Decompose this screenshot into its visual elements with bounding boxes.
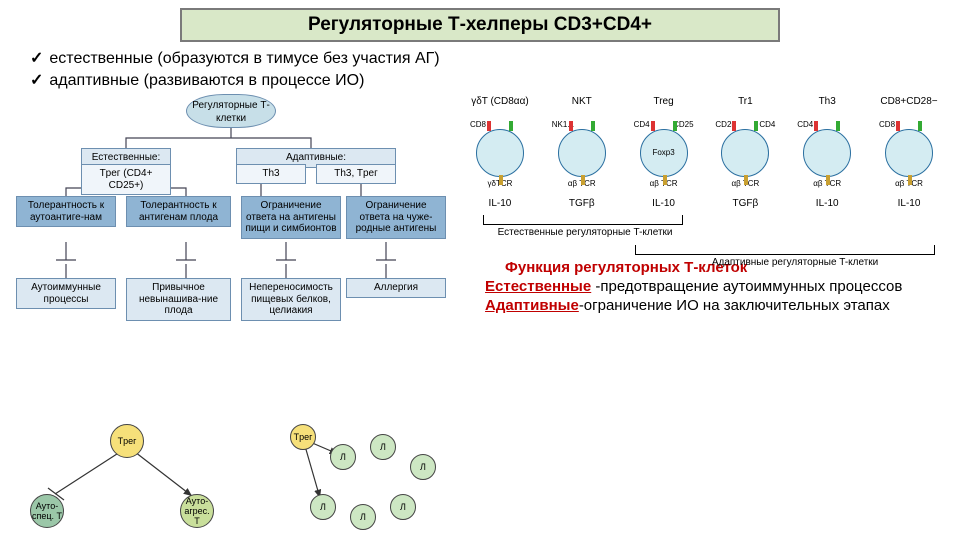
node-l3: Л xyxy=(410,454,436,480)
cell-CD8+CD28−: CD8+CD28− CD8 αβ TCR IL-10 xyxy=(873,96,945,209)
cell-Th3: Th3 CD4 αβ TCR IL-10 xyxy=(791,96,863,209)
cell-brackets: Естественные регуляторные T-клетки Адапт… xyxy=(455,215,954,243)
tree-natural-sub: Tрег (CD4+ CD25+) xyxy=(81,164,171,195)
node-tr: Tрег xyxy=(290,424,316,450)
tree-diagram: Регуляторные Т-клетки Естественные: Tрег… xyxy=(6,94,455,354)
bottom-diagram: TрегАуто-спец. TАуто-агрес. TTрегЛЛЛЛЛЛ xyxy=(20,424,440,544)
tree-l3-2: Ограничение ответа на антигены пищи и си… xyxy=(241,196,341,239)
cell-γδT (CD8αα): γδT (CD8αα) CD8 γδTCR IL-10 xyxy=(464,96,536,209)
tree-l4-2: Непереносимость пищевых белков, целиакия xyxy=(241,278,341,321)
bracket-natural: Естественные регуляторные T-клетки xyxy=(495,227,675,238)
node-auto2: Ауто-агрес. T xyxy=(180,494,214,528)
tree-l3-3: Ограничение ответа на чуже-родные антиге… xyxy=(346,196,446,239)
tree-l3-1: Толерантность к антигенам плода xyxy=(126,196,231,227)
tree-adaptive-sub1: Th3 xyxy=(236,164,306,184)
node-l5: Л xyxy=(350,504,376,530)
tree-l4-0: Аутоиммунные процессы xyxy=(16,278,116,309)
node-l4: Л xyxy=(310,494,336,520)
bracket-adaptive: Адаптивные регуляторные T-клетки xyxy=(685,257,905,268)
tree-l4-3: Аллергия xyxy=(346,278,446,298)
tree-adaptive-sub2: Th3, Tрег xyxy=(316,164,396,184)
tree-root: Регуляторные Т-клетки xyxy=(186,94,276,128)
node-l6: Л xyxy=(390,494,416,520)
cell-Tr1: Tr1 CD25CD4 αβ TCR TGFβ xyxy=(709,96,781,209)
cell-NKT: NKT NK1.1 αβ TCR TGFβ xyxy=(546,96,618,209)
bullet-list: ✓естественные (образуются в тимусе без у… xyxy=(30,48,960,90)
tree-l3-0: Толерантность к аутоантиге-нам xyxy=(16,196,116,227)
bullet-item: ✓адаптивные (развиваются в процессе ИО) xyxy=(30,70,960,90)
node-l2: Л xyxy=(370,434,396,460)
tree-l4-1: Привычное невынашива-ние плода xyxy=(126,278,231,321)
node-l1: Л xyxy=(330,444,356,470)
bullet-item: ✓естественные (образуются в тимусе без у… xyxy=(30,48,960,68)
page-title: Регуляторные Т-хелперы CD3+CD4+ xyxy=(180,8,780,42)
cell-Treg: Treg CD4CD25 Foxp3 αβ TCR IL-10 xyxy=(628,96,700,209)
cell-panel: γδT (CD8αα) CD8 γδTCR IL-10NKT NK1.1 αβ … xyxy=(455,94,954,354)
node-treg: Tрег xyxy=(110,424,144,458)
node-auto1: Ауто-спец. T xyxy=(30,494,64,528)
